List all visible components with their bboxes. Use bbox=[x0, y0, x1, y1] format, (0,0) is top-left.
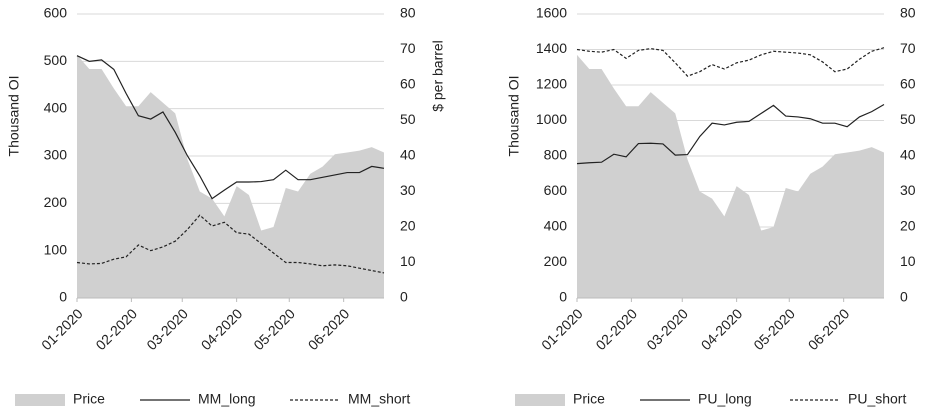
y2-axis-title: $ per barrel bbox=[430, 40, 446, 112]
x-tick-label: 03-2020 bbox=[643, 305, 691, 353]
y2-axis-title: $ per barrel bbox=[930, 40, 931, 112]
x-tick-label: 03-2020 bbox=[143, 305, 191, 353]
y-tick-label: 1200 bbox=[536, 76, 567, 92]
y2-tick-label: 60 bbox=[400, 76, 416, 92]
legend-swatch bbox=[515, 394, 565, 406]
x-tick-label: 04-2020 bbox=[698, 305, 746, 353]
y-tick-label: 600 bbox=[44, 5, 68, 21]
y2-tick-label: 20 bbox=[900, 218, 916, 234]
x-tick-label: 05-2020 bbox=[250, 305, 298, 353]
y-tick-label: 1400 bbox=[536, 40, 567, 56]
series-line bbox=[576, 47, 885, 77]
y2-tick-label: 50 bbox=[400, 111, 416, 127]
y2-tick-label: 10 bbox=[900, 253, 916, 269]
y2-tick-label: 40 bbox=[900, 147, 916, 163]
panel: 0 100 200 300 400 500 600 0 10 20 30 40 50 60 70 80 01-2… bbox=[6, 5, 446, 407]
y-tick-label: 500 bbox=[44, 52, 68, 68]
x-tick-label: 02-2020 bbox=[92, 305, 140, 353]
x-tick-label: 02-2020 bbox=[592, 305, 640, 353]
y-tick-label: 400 bbox=[44, 99, 68, 115]
x-tick-label: 01-2020 bbox=[538, 305, 586, 353]
y2-tick-label: 70 bbox=[400, 40, 416, 56]
price-area bbox=[577, 54, 884, 299]
y2-tick-label: 80 bbox=[900, 5, 916, 21]
series-line bbox=[576, 104, 885, 165]
y-tick-label: 400 bbox=[544, 218, 568, 234]
y-tick-label: 100 bbox=[44, 241, 68, 257]
series-line bbox=[76, 55, 385, 200]
y-axis-title: Thousand OI bbox=[506, 76, 522, 157]
series-line bbox=[76, 214, 385, 274]
y-tick-label: 0 bbox=[59, 289, 67, 305]
y-tick-label: 200 bbox=[44, 194, 68, 210]
y2-tick-label: 70 bbox=[900, 40, 916, 56]
y-axis-title: Thousand OI bbox=[6, 76, 22, 157]
y-tick-label: 600 bbox=[544, 182, 568, 198]
y-tick-label: 0 bbox=[559, 289, 567, 305]
legend-label: Price bbox=[573, 391, 605, 407]
y2-tick-label: 30 bbox=[400, 182, 416, 198]
y-tick-label: 200 bbox=[544, 253, 568, 269]
legend-label: PU_short bbox=[848, 391, 906, 407]
legend-label: Price bbox=[73, 391, 105, 407]
y2-tick-label: 0 bbox=[400, 289, 408, 305]
y-tick-label: 300 bbox=[44, 147, 68, 163]
price-area bbox=[77, 54, 384, 299]
x-tick-label: 01-2020 bbox=[38, 305, 86, 353]
panel: 0 200 400 600 800 1000 1200 1400 1600 0 10 20 30 40 50… bbox=[506, 5, 931, 407]
y-tick-label: 1600 bbox=[536, 5, 567, 21]
legend-label: PU_long bbox=[698, 391, 752, 407]
x-tick-label: 05-2020 bbox=[750, 305, 798, 353]
legend-swatch bbox=[15, 394, 65, 406]
y2-tick-label: 20 bbox=[400, 218, 416, 234]
y-tick-label: 800 bbox=[544, 147, 568, 163]
y2-tick-label: 10 bbox=[400, 253, 416, 269]
y2-tick-label: 60 bbox=[900, 76, 916, 92]
y2-tick-label: 30 bbox=[900, 182, 916, 198]
x-tick-label: 04-2020 bbox=[198, 305, 246, 353]
y2-tick-label: 40 bbox=[400, 147, 416, 163]
x-tick-label: 06-2020 bbox=[305, 305, 353, 353]
y2-tick-label: 50 bbox=[900, 111, 916, 127]
legend-label: MM_long bbox=[198, 391, 256, 407]
x-tick-label: 06-2020 bbox=[805, 305, 853, 353]
y-tick-label: 1000 bbox=[536, 111, 567, 127]
y2-tick-label: 80 bbox=[400, 5, 416, 21]
y2-tick-label: 0 bbox=[900, 289, 908, 305]
legend-label: MM_short bbox=[348, 391, 410, 407]
